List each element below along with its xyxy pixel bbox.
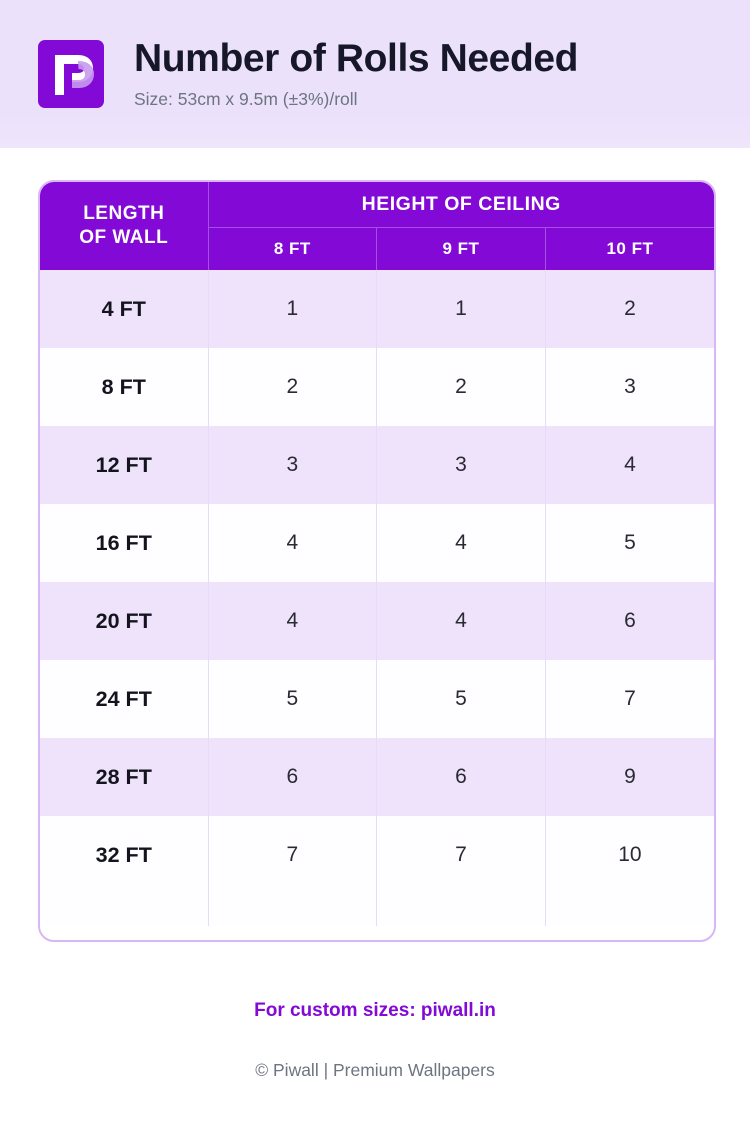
column-header-10ft: 10 FT [545, 227, 714, 270]
cell-value: 9 [545, 738, 714, 816]
cell-value: 6 [376, 738, 546, 816]
table-row: 28 FT 6 6 9 [40, 738, 714, 816]
filler-cell [545, 894, 714, 926]
cell-value: 3 [376, 426, 546, 504]
cell-value: 6 [545, 582, 714, 660]
table-row: 8 FT 2 2 3 [40, 348, 714, 426]
table-head: LENGTH OF WALL HEIGHT OF CEILING 8 FT 9 … [40, 182, 714, 270]
filler-cell [40, 894, 209, 926]
row-label: 12 FT [40, 426, 209, 504]
row-label: 16 FT [40, 504, 209, 582]
row-label: 28 FT [40, 738, 209, 816]
cell-value: 10 [545, 816, 714, 894]
cell-value: 6 [208, 738, 378, 816]
row-label: 20 FT [40, 582, 209, 660]
table-head-row-1: LENGTH OF WALL HEIGHT OF CEILING [40, 182, 714, 270]
table-row: 12 FT 3 3 4 [40, 426, 714, 504]
title-block: Number of Rolls Needed Size: 53cm x 9.5m… [134, 37, 579, 109]
rolls-table-card: LENGTH OF WALL HEIGHT OF CEILING 8 FT 9 … [38, 180, 716, 942]
table-row: 32 FT 7 7 10 [40, 816, 714, 894]
column-header-length-of-wall: LENGTH OF WALL [40, 182, 209, 270]
cell-value: 1 [208, 270, 378, 348]
row-label: 4 FT [40, 270, 209, 348]
filler-cell [208, 894, 378, 926]
cell-value: 4 [208, 582, 378, 660]
length-of-wall-line1: LENGTH [83, 202, 165, 224]
column-header-8ft: 8 FT [208, 227, 378, 270]
column-group-header-height-of-ceiling: HEIGHT OF CEILING [208, 182, 714, 228]
table-row: 20 FT 4 4 6 [40, 582, 714, 660]
cell-value: 7 [208, 816, 378, 894]
table-row: 4 FT 1 1 2 [40, 270, 714, 348]
table-filler-row [40, 894, 714, 926]
page-subtitle: Size: 53cm x 9.5m (±3%)/roll [134, 88, 358, 109]
cell-value: 7 [545, 660, 714, 738]
cell-value: 2 [376, 348, 546, 426]
table-row: 16 FT 4 4 5 [40, 504, 714, 582]
cell-value: 1 [376, 270, 546, 348]
table-row: 24 FT 5 5 7 [40, 660, 714, 738]
cell-value: 4 [376, 582, 546, 660]
page-title: Number of Rolls Needed [134, 37, 579, 81]
cell-value: 4 [545, 426, 714, 504]
table-body: 4 FT 1 1 2 8 FT 2 2 3 12 FT 3 3 4 16 FT … [40, 270, 714, 926]
cell-value: 7 [376, 816, 546, 894]
table-head-row-2: 8 FT 9 FT 10 FT [40, 227, 714, 270]
length-of-wall-line2: OF WALL [79, 227, 169, 248]
row-label: 24 FT [40, 660, 209, 738]
piwall-p-logo-icon [38, 40, 104, 108]
cell-value: 5 [376, 660, 546, 738]
column-header-9ft: 9 FT [376, 227, 546, 270]
cell-value: 2 [545, 270, 714, 348]
cell-value: 5 [208, 660, 378, 738]
cell-value: 4 [208, 504, 378, 582]
custom-sizes-link[interactable]: For custom sizes: piwall.in [254, 1000, 496, 1021]
filler-cell [376, 894, 546, 926]
rolls-needed-table: LENGTH OF WALL HEIGHT OF CEILING 8 FT 9 … [40, 182, 714, 926]
cell-value: 3 [208, 426, 378, 504]
header-banner: Number of Rolls Needed Size: 53cm x 9.5m… [0, 0, 750, 148]
row-label: 32 FT [40, 816, 209, 894]
cell-value: 2 [208, 348, 378, 426]
row-label: 8 FT [40, 348, 209, 426]
copyright-text: © Piwall | Premium Wallpapers [255, 1060, 495, 1080]
cell-value: 4 [376, 504, 546, 582]
cell-value: 3 [545, 348, 714, 426]
cell-value: 5 [545, 504, 714, 582]
